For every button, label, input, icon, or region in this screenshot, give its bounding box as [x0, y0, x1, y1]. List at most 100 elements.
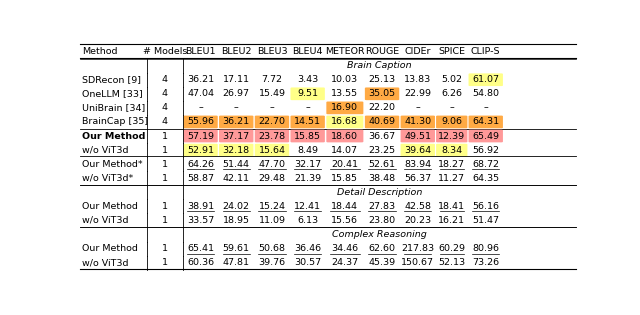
Text: 64.26: 64.26 — [187, 160, 214, 169]
Text: 25.13: 25.13 — [369, 75, 396, 84]
Text: 34.46: 34.46 — [332, 244, 358, 253]
Text: –: – — [483, 103, 488, 112]
Text: 39.76: 39.76 — [259, 258, 285, 267]
Text: 15.85: 15.85 — [332, 174, 358, 183]
Text: 4: 4 — [162, 117, 168, 126]
Text: Brain Caption: Brain Caption — [347, 61, 412, 70]
Text: 1: 1 — [162, 131, 168, 140]
Text: 6.26: 6.26 — [441, 89, 462, 98]
Text: 16.21: 16.21 — [438, 216, 465, 225]
Text: 18.27: 18.27 — [438, 160, 465, 169]
Text: 32.17: 32.17 — [294, 160, 321, 169]
Text: 41.30: 41.30 — [404, 117, 431, 126]
Text: BrainCap [35]: BrainCap [35] — [82, 117, 148, 126]
Text: 47.81: 47.81 — [223, 258, 250, 267]
Text: 51.47: 51.47 — [472, 216, 499, 225]
FancyBboxPatch shape — [183, 130, 218, 142]
Text: –: – — [198, 103, 203, 112]
Text: 12.41: 12.41 — [294, 202, 321, 211]
Text: Detail Description: Detail Description — [337, 188, 422, 197]
Text: 68.72: 68.72 — [472, 160, 499, 169]
Text: 36.67: 36.67 — [369, 131, 396, 140]
Text: –: – — [449, 103, 454, 112]
Text: Our Method: Our Method — [82, 202, 138, 211]
Text: w/o ViT3d: w/o ViT3d — [82, 258, 129, 267]
Text: 7.72: 7.72 — [262, 75, 282, 84]
Text: 15.49: 15.49 — [259, 89, 285, 98]
Text: 15.24: 15.24 — [259, 202, 285, 211]
Text: # Models: # Models — [143, 47, 187, 56]
Text: 64.31: 64.31 — [472, 117, 499, 126]
Text: 52.61: 52.61 — [369, 160, 396, 169]
Text: 8.49: 8.49 — [297, 146, 318, 155]
Text: CIDEr: CIDEr — [404, 47, 431, 56]
Text: –: – — [269, 103, 275, 112]
Text: 56.16: 56.16 — [472, 202, 499, 211]
Text: 4: 4 — [162, 75, 168, 84]
Text: 56.37: 56.37 — [404, 174, 431, 183]
Text: Method: Method — [82, 47, 118, 56]
Text: 23.78: 23.78 — [259, 131, 285, 140]
Text: 36.21: 36.21 — [187, 75, 214, 84]
Text: 21.39: 21.39 — [294, 174, 321, 183]
Text: 1: 1 — [162, 160, 168, 169]
Text: 22.70: 22.70 — [259, 117, 285, 126]
FancyBboxPatch shape — [436, 144, 467, 157]
Text: 57.19: 57.19 — [187, 131, 214, 140]
Text: 15.64: 15.64 — [259, 146, 285, 155]
FancyBboxPatch shape — [436, 130, 467, 142]
Text: 73.26: 73.26 — [472, 258, 499, 267]
Text: 10.03: 10.03 — [332, 75, 358, 84]
Text: Our Method: Our Method — [82, 244, 138, 253]
FancyBboxPatch shape — [255, 116, 289, 128]
Text: 36.21: 36.21 — [223, 117, 250, 126]
FancyBboxPatch shape — [468, 73, 503, 86]
Text: 52.91: 52.91 — [187, 146, 214, 155]
FancyBboxPatch shape — [365, 88, 399, 100]
Text: 47.70: 47.70 — [259, 160, 285, 169]
FancyBboxPatch shape — [326, 130, 364, 142]
Text: w/o ViT3d: w/o ViT3d — [82, 216, 129, 225]
FancyBboxPatch shape — [468, 130, 503, 142]
Text: Our Method: Our Method — [82, 131, 145, 140]
Text: BLEU4: BLEU4 — [292, 47, 323, 56]
FancyBboxPatch shape — [326, 101, 364, 114]
Text: 23.80: 23.80 — [369, 216, 396, 225]
Text: 18.41: 18.41 — [438, 202, 465, 211]
Text: 18.60: 18.60 — [332, 131, 358, 140]
Text: –: – — [234, 103, 239, 112]
Text: 58.87: 58.87 — [187, 174, 214, 183]
Text: Our Method*: Our Method* — [82, 160, 143, 169]
Text: 217.83: 217.83 — [401, 244, 435, 253]
Text: 64.35: 64.35 — [472, 174, 499, 183]
Text: 54.80: 54.80 — [472, 89, 499, 98]
Text: 3.43: 3.43 — [297, 75, 318, 84]
Text: 59.61: 59.61 — [223, 244, 250, 253]
Text: w/o ViT3d: w/o ViT3d — [82, 146, 129, 155]
FancyBboxPatch shape — [255, 130, 289, 142]
Text: 12.39: 12.39 — [438, 131, 465, 140]
Text: SDRecon [9]: SDRecon [9] — [82, 75, 141, 84]
Text: 62.60: 62.60 — [369, 244, 396, 253]
FancyBboxPatch shape — [365, 116, 399, 128]
Text: 38.48: 38.48 — [369, 174, 396, 183]
FancyBboxPatch shape — [291, 130, 325, 142]
Text: 38.91: 38.91 — [187, 202, 214, 211]
Text: 14.51: 14.51 — [294, 117, 321, 126]
Text: 80.96: 80.96 — [472, 244, 499, 253]
Text: 13.55: 13.55 — [332, 89, 358, 98]
Text: 26.97: 26.97 — [223, 89, 250, 98]
FancyBboxPatch shape — [401, 130, 435, 142]
FancyBboxPatch shape — [326, 116, 364, 128]
Text: 45.39: 45.39 — [369, 258, 396, 267]
Text: 36.46: 36.46 — [294, 244, 321, 253]
Text: 16.68: 16.68 — [332, 117, 358, 126]
Text: 11.27: 11.27 — [438, 174, 465, 183]
Text: 51.44: 51.44 — [223, 160, 250, 169]
Text: 1: 1 — [162, 202, 168, 211]
Text: 27.83: 27.83 — [369, 202, 396, 211]
FancyBboxPatch shape — [219, 144, 253, 157]
Text: 1: 1 — [162, 146, 168, 155]
Text: 55.96: 55.96 — [187, 117, 214, 126]
Text: BLEU2: BLEU2 — [221, 47, 252, 56]
